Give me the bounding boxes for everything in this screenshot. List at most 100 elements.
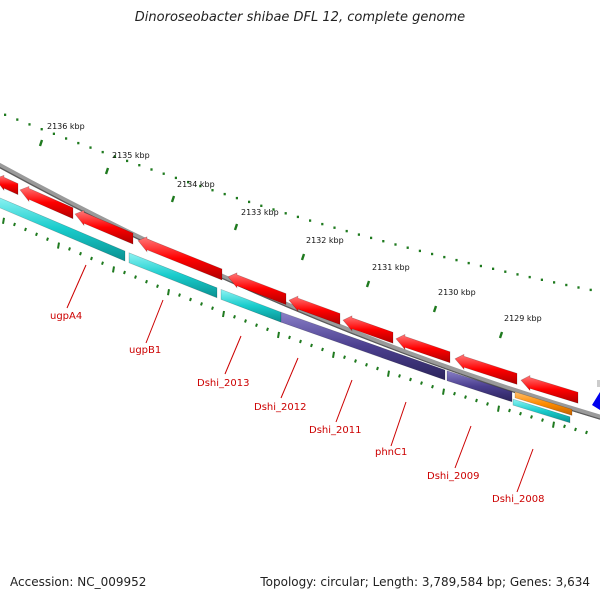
genome-summary-text: Topology: circular; Length: 3,789,584 bp… [260,575,590,589]
ruler-label: 2133 kbp [241,208,279,217]
inner-tick [156,284,159,289]
ruler-label: 2136 kbp [47,122,85,131]
inner-tick [145,279,148,284]
ruler-dot [528,275,531,279]
ruler-dot [321,222,324,226]
inner-tick [420,381,423,385]
inner-tick [79,251,82,256]
ruler-dot [589,288,592,292]
leader-line [280,357,299,399]
inner-tick [376,366,379,371]
ruler-major-tick [300,253,306,261]
ruler-dot [77,141,80,145]
ruler-dot [272,208,275,211]
inner-tick [277,331,280,339]
ruler-dot [577,286,580,289]
inner-tick [552,421,555,428]
leader-line [224,335,242,375]
ruler-dot [16,118,19,121]
ruler-dot [101,150,104,154]
ruler-label: 2129 kbp [504,314,542,323]
edge-gene-stub [597,380,600,387]
inner-tick [409,377,412,382]
ruler-dot [162,172,165,175]
leader-line [516,448,534,493]
inner-tick [585,430,588,435]
gene-arrow-red [227,272,287,306]
ruler-dot [516,273,519,276]
backbone-shadow [0,167,600,420]
cds-bar-cyan [128,252,218,299]
inner-tick [13,222,16,227]
ruler-dot [4,113,7,116]
inner-tick [574,427,577,432]
inner-tick [310,343,313,348]
gene-arrow-red [395,333,451,364]
cds-bar-cyan [512,398,571,424]
inner-tick [167,289,170,296]
ruler-dot [333,226,336,229]
inner-tick [112,266,115,273]
inner-tick [211,306,214,311]
edge-gene-marker [592,392,600,410]
ruler-dots [4,113,592,339]
ruler-dot [126,159,129,163]
gene-arrow-red [137,236,223,281]
inner-tick [365,362,368,367]
inner-tick [123,270,126,275]
cds-bar-orange [514,391,573,416]
inner-tick [255,323,258,328]
inner-tick [35,232,38,237]
ruler-dot [296,215,299,219]
ruler-dot [345,229,348,233]
inner-tick [464,395,467,399]
gene-label: Dshi_2009 [427,471,479,482]
ruler-dot [370,236,373,240]
gene-label: Dshi_2008 [492,494,544,505]
inner-tick [57,242,60,249]
gene-label: ugpB1 [129,345,161,356]
ruler-dot [467,261,470,265]
inner-tick [530,415,533,419]
inner-tick [46,237,49,242]
ruler-dot [443,255,446,259]
leader-line [145,299,164,344]
inner-tick [497,405,500,412]
inner-tick [453,391,456,396]
ruler-dot [260,204,263,207]
ruler-label: 2132 kbp [306,236,344,245]
ruler-label: 2130 kbp [438,288,476,297]
inner-tick [431,384,434,389]
ruler-major-tick [365,280,371,288]
gene-track [0,174,600,424]
genome-backbone [0,162,600,420]
inner-tick [222,310,225,318]
gene-arrow-red [0,174,19,196]
inner-tick [475,398,478,403]
ruler-dot [113,155,116,158]
gene-label: ugpA4 [50,311,82,322]
gene-arrow-red [19,185,74,220]
inner-tick [442,388,445,395]
ruler-dot [28,123,31,126]
gene-arrow-red [454,353,518,385]
ruler-label: 2134 kbp [177,180,215,189]
ruler-dot [382,240,385,243]
ruler-major-tick [498,331,504,339]
inner-tick [68,247,71,251]
ruler-dot [235,196,238,200]
ruler-dot [418,249,421,253]
ruler-label: 2135 kbp [112,151,150,160]
ruler-dot [284,212,287,215]
ruler-dot [199,184,202,188]
ruler-dot [540,278,543,281]
ruler-dot [406,246,409,249]
leader-line [390,401,407,447]
inner-tick [90,256,93,261]
ruler-dot [455,258,458,262]
ruler-dot [223,192,226,196]
inner-tick [288,335,291,340]
inner-tick [200,302,203,306]
ruler-dot [150,168,153,171]
